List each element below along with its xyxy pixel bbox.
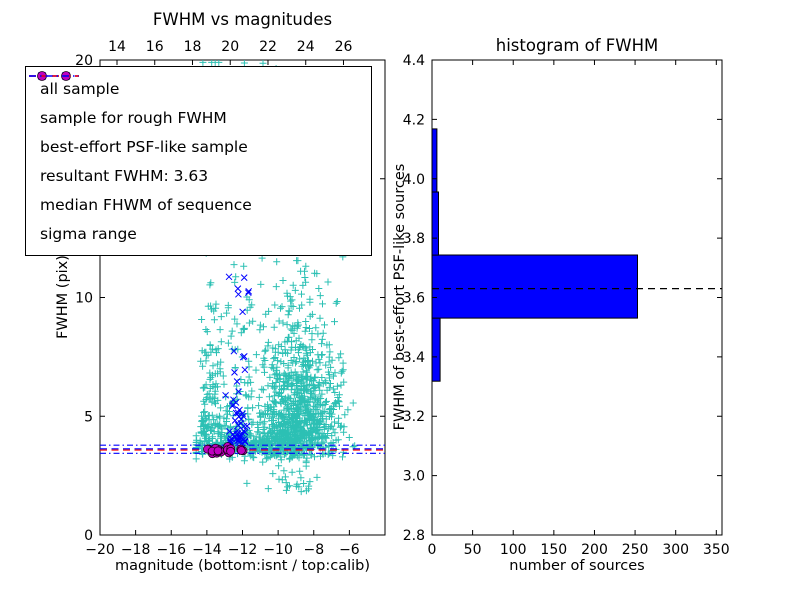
legend-item-sample-for-rough-fwhm: sample for rough FWHM [34, 71, 363, 132]
right-plot-title: histogram of FWHM [495, 36, 659, 55]
tick-label: −6 [339, 542, 360, 558]
legend-label: sample for rough FWHM [40, 108, 227, 127]
tick-label: 300 [662, 542, 689, 558]
tick-label: −12 [228, 542, 258, 558]
tick-label: 4.0 [403, 172, 425, 188]
hist-bar [431, 317, 441, 382]
legend-item-median-fhwm-of-sequence: median FHWM of sequence [29, 75, 363, 219]
tick-label: 3.2 [403, 409, 425, 425]
tick-label: 20 [75, 53, 93, 69]
tick-label: 2.8 [403, 528, 425, 544]
tick-label: 3.6 [403, 291, 425, 307]
tick-label: 350 [703, 542, 730, 558]
tick-label: 22 [259, 39, 277, 55]
tick-label: −8 [303, 542, 324, 558]
hist-bar [431, 128, 438, 193]
tick-label: 26 [335, 39, 353, 55]
legend-label: best-effort PSF-like sample [40, 137, 248, 156]
tick-label: 3.4 [403, 350, 425, 366]
left-plot-title: FWHM vs magnitudes [152, 10, 333, 29]
left-xlabel: magnitude (bottom:isnt / top:calib) [114, 558, 370, 574]
tick-label: 0 [428, 542, 437, 558]
tick-label: −10 [263, 542, 293, 558]
tick-label: 3.0 [403, 469, 425, 485]
tick-label: 250 [622, 542, 649, 558]
tick-label: 100 [500, 542, 527, 558]
tick-label: −18 [121, 542, 151, 558]
legend-item-resultant-fwhm-3-63: resultant FWHM: 3.63 [29, 75, 363, 190]
tick-label: 18 [184, 39, 202, 55]
tick-label: 50 [464, 542, 482, 558]
legend-label: all sample [40, 79, 120, 98]
legend: all sample sample for rough FWHM best-effo… [25, 66, 372, 256]
legend-item-all-sample: all sample [34, 71, 363, 103]
legend-label: median FHWM of sequence [40, 195, 252, 214]
tick-label: 0 [84, 528, 93, 544]
right-ylabel: FWHM of best-effort PSF-like sources [392, 163, 408, 431]
legend-item-best-effort-psf-like-sample: best-effort PSF-like sample [34, 71, 363, 161]
right-xlabel: number of sources [509, 558, 645, 574]
tick-label: 3.8 [403, 231, 425, 247]
tick-label: −14 [192, 542, 222, 558]
legend-label: sigma range [40, 224, 137, 243]
scatter-psf-like-sample [203, 442, 248, 459]
tick-label: 24 [297, 39, 315, 55]
scatter-all-sample [192, 60, 359, 496]
tick-label: −20 [85, 542, 115, 558]
tick-label: 200 [581, 542, 608, 558]
hist-bar [431, 254, 638, 319]
tick-label: 16 [146, 39, 164, 55]
tick-label: 5 [84, 409, 93, 425]
left-ylabel: FWHM (pix) [55, 255, 71, 339]
tick-label: 14 [108, 39, 126, 55]
tick-label: −16 [157, 542, 187, 558]
legend-label: resultant FWHM: 3.63 [40, 166, 209, 185]
tick-label: 10 [75, 291, 93, 307]
dashdot-line-icon [29, 75, 79, 77]
tick-label: 20 [221, 39, 239, 55]
dashed-line-icon [29, 75, 79, 77]
hist-bar [431, 191, 439, 256]
tick-label: 4.4 [403, 53, 425, 69]
legend-item-sigma-range: sigma range [29, 75, 363, 248]
tick-label: 150 [540, 542, 567, 558]
tick-label: 4.2 [403, 112, 425, 128]
